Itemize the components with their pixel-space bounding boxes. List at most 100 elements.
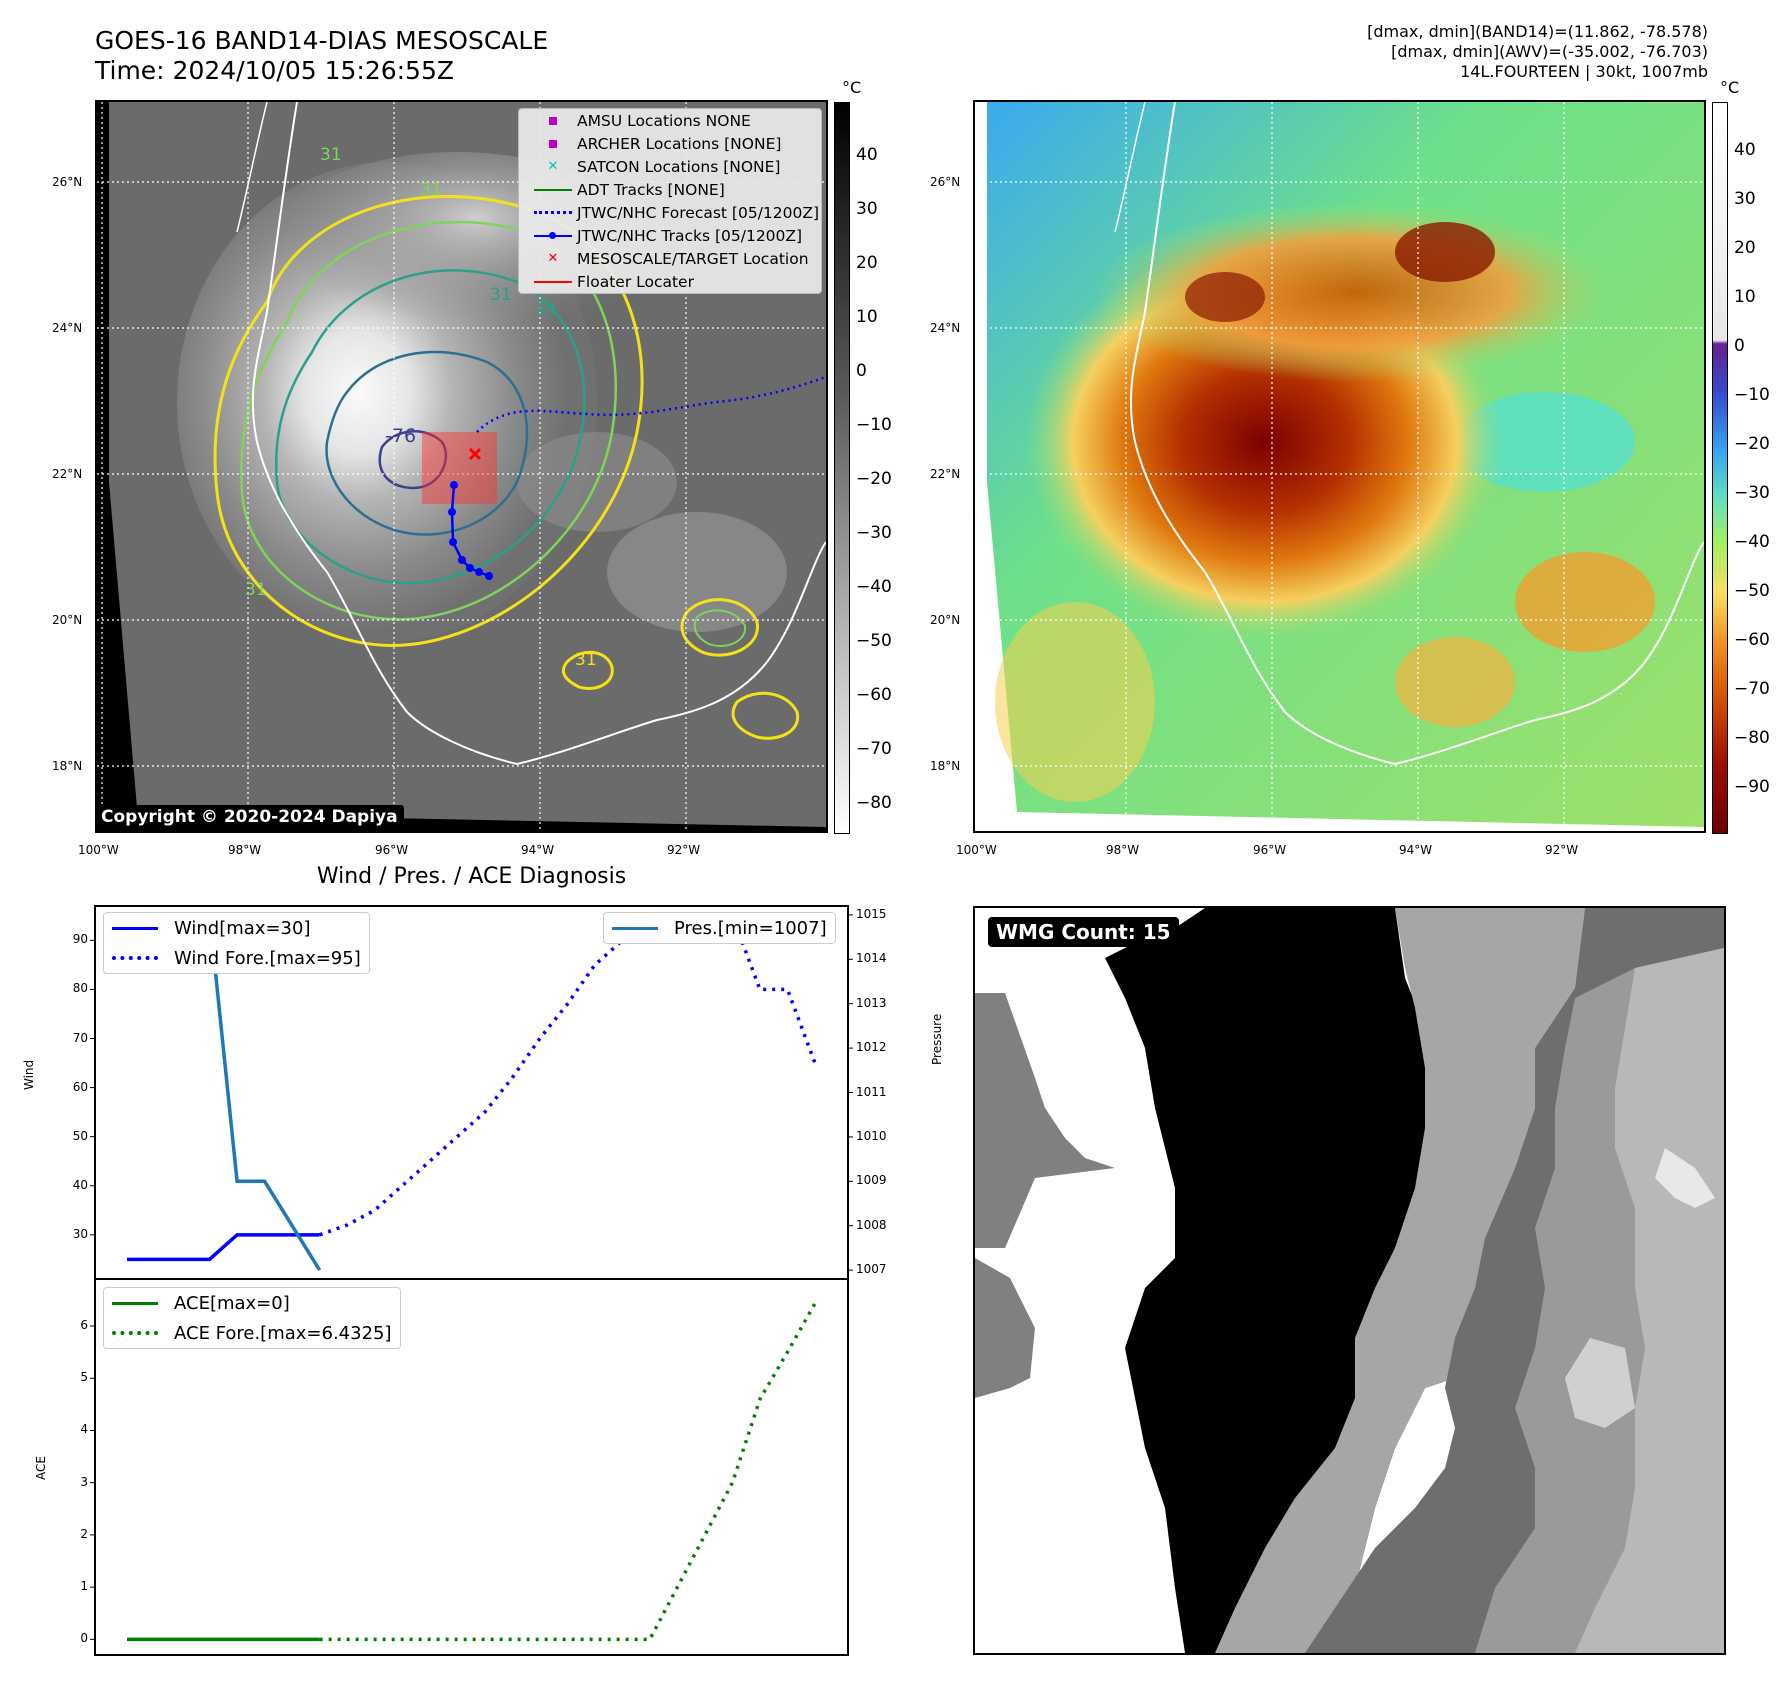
lon-label: 92°W: [1545, 843, 1579, 857]
square-icon: [549, 139, 557, 148]
legend-item-amsu: AMSU Locations NONE: [519, 109, 821, 132]
legend-item-archer: ARCHER Locations [NONE]: [519, 132, 821, 155]
ir-gray-map-svg: [97, 102, 826, 831]
dotted-line-icon: [534, 211, 572, 214]
axis-tick-label: 60: [72, 1079, 88, 1094]
axis-tick-label: 1012: [856, 1040, 887, 1055]
axis-tick-label: 3: [80, 1474, 88, 1489]
lat-label: 18°N: [52, 759, 83, 773]
wmg-count-badge: WMG Count: 15: [988, 917, 1179, 947]
lon-label: 98°W: [1106, 843, 1140, 857]
color-colorbar: [1712, 102, 1728, 834]
ir-gray-map: [95, 100, 828, 833]
pressure-legend: Pres.[min=1007]: [603, 912, 836, 944]
colorbar-tick-label: −60: [1734, 630, 1770, 650]
axis-tick-label: 1007: [856, 1262, 887, 1277]
lon-label: 92°W: [667, 843, 701, 857]
axis-tick-label: 1013: [856, 995, 887, 1010]
axis-tick-label: 6: [80, 1318, 88, 1332]
map-legend: AMSU Locations NONE ARCHER Locations [NO…: [518, 108, 822, 294]
colorbar-tick-label: 40: [856, 145, 878, 165]
colorbar-tick-label: −30: [856, 523, 892, 543]
colorbar-tick-label: −10: [856, 415, 892, 435]
contour-label: 31: [245, 580, 267, 600]
wind-axis-label: Wind: [22, 1059, 36, 1090]
legend-item-adt: ADT Tracks [NONE]: [519, 178, 821, 201]
ir-color-map-svg: [975, 102, 1704, 831]
colorbar-tick-label: −30: [1734, 483, 1770, 503]
line-icon: [112, 926, 158, 930]
info-line-1: [dmax, dmin](BAND14)=(11.862, -78.578): [1367, 22, 1708, 41]
colorbar-tick-label: 20: [1734, 238, 1756, 258]
legend-item-floater: Floater Locater: [519, 270, 821, 293]
legend-label: ARCHER Locations [NONE]: [577, 134, 782, 153]
dotted-line-icon: [112, 956, 158, 960]
legend-label: Wind Fore.[max=95]: [174, 947, 361, 969]
contour-label: 31: [320, 145, 342, 165]
axis-tick-label: 50: [72, 1128, 88, 1143]
colorbar-tick-label: −70: [856, 739, 892, 759]
legend-label: ADT Tracks [NONE]: [577, 180, 725, 199]
lat-label: 22°N: [930, 467, 961, 481]
legend-item-ace-forecast: ACE Fore.[max=6.4325]: [104, 1318, 400, 1348]
x-icon: ✕: [547, 159, 559, 174]
figure-time: Time: 2024/10/05 15:26:55Z: [95, 56, 454, 85]
colorbar-tick-label: 30: [1734, 189, 1756, 209]
colorbar-tick-label: −50: [1734, 581, 1770, 601]
lon-label: 94°W: [1399, 843, 1433, 857]
axis-tick-label: 1011: [856, 1084, 887, 1099]
lat-label: 18°N: [930, 759, 961, 773]
legend-item-forecast: JTWC/NHC Forecast [05/1200Z]: [519, 201, 821, 224]
line-icon: [534, 280, 572, 283]
lon-label: 96°W: [1253, 843, 1287, 857]
axis-tick-label: 90: [72, 932, 88, 947]
diag-chart-title: Wind / Pres. / ACE Diagnosis: [316, 864, 627, 889]
ace-forecast-series-line: [319, 1302, 817, 1642]
legend-item-ace: ACE[max=0]: [104, 1288, 400, 1318]
axis-tick-label: 1008: [856, 1217, 887, 1232]
figure-title: GOES-16 BAND14-DIAS MESOSCALE: [95, 26, 549, 55]
axis-tick-label: 1010: [856, 1128, 887, 1143]
colorbar-tick-label: 0: [856, 361, 867, 381]
lon-label: 98°W: [228, 843, 262, 857]
legend-item-target: ✕ MESOSCALE/TARGET Location: [519, 247, 821, 270]
colorbar-tick-label: −40: [1734, 532, 1770, 552]
line-icon: [612, 926, 658, 930]
wmg-image: [975, 908, 1724, 1653]
legend-item-satcon: ✕ SATCON Locations [NONE]: [519, 155, 821, 178]
axis-tick-label: 1009: [856, 1173, 887, 1188]
contour-label: 31: [575, 650, 597, 670]
lat-label: 24°N: [52, 321, 83, 335]
legend-label: ACE Fore.[max=6.4325]: [174, 1322, 392, 1344]
lat-label: 20°N: [930, 613, 961, 627]
axis-tick-label: 1015: [856, 906, 887, 921]
axis-tick-label: 70: [72, 1030, 88, 1045]
axis-tick-label: 1: [80, 1579, 88, 1594]
colorbar-unit: °C: [842, 78, 862, 97]
contour-label: 31: [420, 180, 442, 200]
wind-legend: Wind[max=30] Wind Fore.[max=95]: [103, 912, 370, 974]
colorbar-tick-label: −80: [1734, 728, 1770, 748]
lat-label: 22°N: [52, 467, 83, 481]
colorbar-tick-label: −10: [1734, 385, 1770, 405]
lon-label: 100°W: [78, 843, 119, 857]
ace-legend: ACE[max=0] ACE Fore.[max=6.4325]: [103, 1287, 401, 1349]
legend-label: ACE[max=0]: [174, 1292, 290, 1314]
axis-tick-label: 1014: [856, 951, 887, 966]
ace-axis-label: ACE: [34, 1456, 48, 1480]
line-icon: [534, 188, 572, 191]
legend-label: Wind[max=30]: [174, 917, 311, 939]
legend-item-wind: Wind[max=30]: [104, 913, 369, 943]
colorbar-unit: °C: [1720, 78, 1740, 97]
legend-item-pressure: Pres.[min=1007]: [604, 913, 835, 943]
ace-axes: [94, 1278, 849, 1656]
x-icon: ✕: [547, 251, 559, 266]
lat-label: 24°N: [930, 321, 961, 335]
axis-tick-label: 30: [72, 1226, 88, 1241]
colorbar-tick-label: −90: [1734, 777, 1770, 797]
contour-label: 34: [535, 300, 557, 320]
colorbar-tick-label: 0: [1734, 336, 1745, 356]
line-icon: [112, 1301, 158, 1305]
wmg-panel: [973, 906, 1726, 1655]
